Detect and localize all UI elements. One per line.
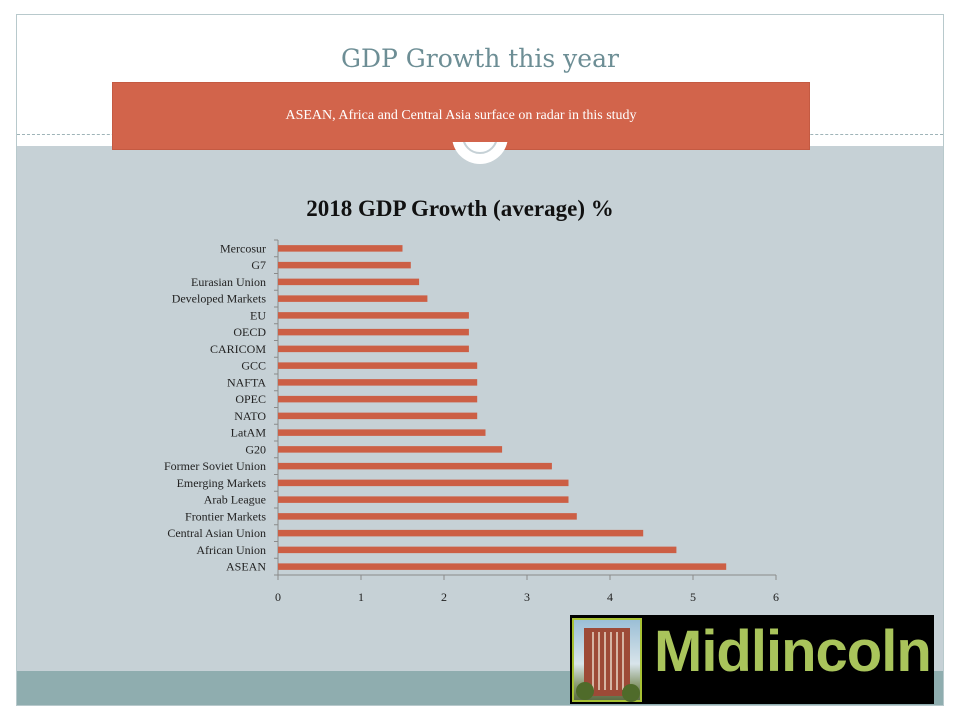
category-label-9: OPEC [235,392,266,406]
emblem-icon [452,142,508,164]
bar-19 [278,563,727,570]
bar-7 [278,362,478,369]
logo: Midlincoln [570,615,934,704]
category-label-10: NATO [234,409,266,423]
building-photo [572,618,642,702]
category-label-14: Emerging Markets [177,476,267,490]
banner-text: ASEAN, Africa and Central Asia surface o… [285,108,637,123]
category-label-17: Central Asian Union [167,526,266,540]
category-label-15: Arab League [204,493,266,507]
chart-title: 2018 GDP Growth (average) % [306,196,614,221]
slide-frame [16,14,944,706]
bar-16 [278,513,577,520]
bar-14 [278,479,569,487]
content-background [17,146,943,671]
x-tick-label-1: 1 [358,590,364,604]
category-label-3: Developed Markets [172,292,267,306]
category-label-7: GCC [241,359,266,373]
x-tick-label-4: 4 [607,590,613,604]
bar-15 [278,496,569,503]
category-label-0: Mercosur [220,241,266,255]
category-label-1: G7 [251,258,266,272]
category-label-12: G20 [245,442,266,456]
bar-2 [278,278,420,286]
category-label-5: OECD [233,325,266,339]
category-label-13: Former Soviet Union [164,459,266,473]
category-label-8: NAFTA [227,375,266,389]
bar-18 [278,546,677,554]
category-label-2: Eurasian Union [191,275,266,289]
category-label-11: LatAM [231,426,267,440]
bar-3 [278,295,428,302]
x-tick-label-6: 6 [773,590,779,604]
category-label-19: ASEAN [226,560,266,574]
bar-10 [278,412,478,420]
category-label-16: Frontier Markets [185,509,266,523]
category-label-4: EU [250,308,266,322]
bar-9 [278,395,478,403]
bar-13 [278,462,552,470]
logo-text: Midlincoln [654,619,932,684]
bar-11 [278,429,486,436]
slide-title: GDP Growth this year [341,44,619,73]
bar-1 [278,261,411,269]
category-label-18: African Union [196,543,266,557]
x-tick-label-2: 2 [441,590,447,604]
bar-4 [278,312,469,319]
x-tick-label-5: 5 [690,590,696,604]
bar-17 [278,529,644,537]
x-tick-label-0: 0 [275,590,281,604]
bar-6 [278,345,469,353]
x-tick-label-3: 3 [524,590,530,604]
bar-8 [278,379,478,386]
bar-12 [278,446,503,453]
bar-5 [278,328,469,336]
bar-0 [278,245,403,252]
category-label-6: CARICOM [210,342,266,356]
